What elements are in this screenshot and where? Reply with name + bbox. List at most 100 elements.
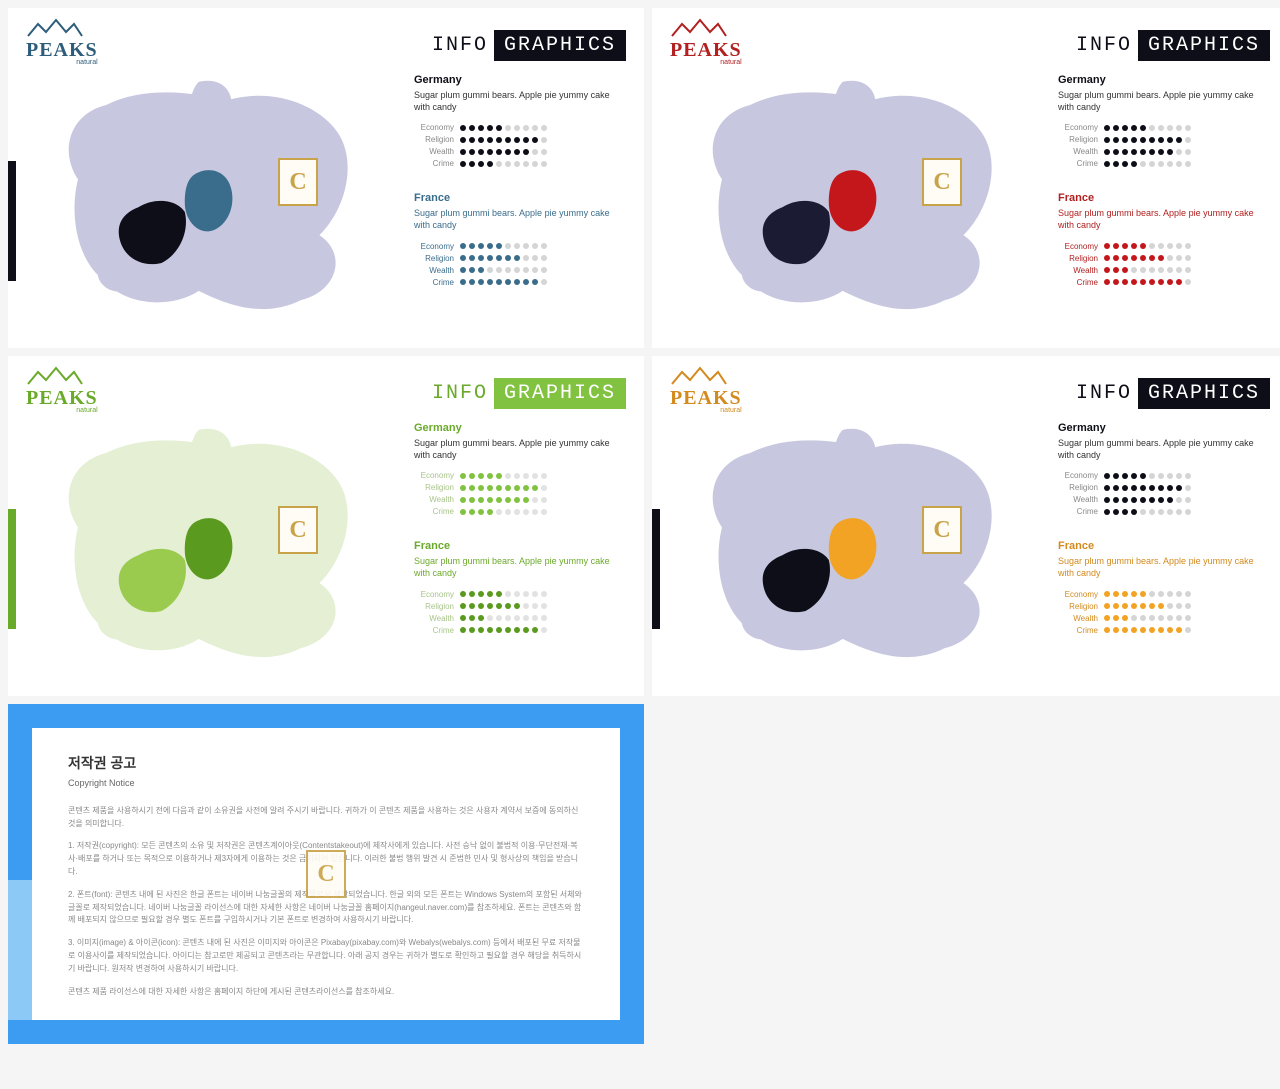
title-info: INFO: [1076, 378, 1138, 409]
rating-dot: [1140, 627, 1146, 633]
rating-dot: [1167, 627, 1173, 633]
rating-dot: [541, 497, 547, 503]
rating-dot: [478, 473, 484, 479]
rating-dot: [1131, 485, 1137, 491]
rating-dot: [460, 125, 466, 131]
rating-dot: [541, 591, 547, 597]
rating-label: Religion: [414, 483, 460, 492]
rating-dot: [1113, 137, 1119, 143]
rating-dot: [487, 603, 493, 609]
rating-dot: [1167, 473, 1173, 479]
accent-bar: [652, 509, 660, 629]
rating-dot: [478, 627, 484, 633]
rating-dot: [496, 243, 502, 249]
copyright-paragraph: 콘텐츠 제품 라이선스에 대한 자세한 사항은 홈페이지 하단에 게시된 콘텐츠…: [68, 986, 584, 999]
rating-dot: [487, 125, 493, 131]
rating-dot: [1185, 627, 1191, 633]
rating-dots: [460, 255, 547, 261]
country-block-germany: Germany Sugar plum gummi bears. Apple pi…: [414, 74, 624, 168]
rating-row: Crime: [414, 626, 624, 635]
rating-row: Economy: [414, 242, 624, 251]
rating-dot: [514, 267, 520, 273]
title-info: INFO: [1076, 30, 1138, 61]
rating-dot: [1140, 255, 1146, 261]
rating-label: Religion: [1058, 135, 1104, 144]
copyright-paragraph: 콘텐츠 제품을 사용하시기 전에 다음과 같이 소유권을 사전에 알려 주시기 …: [68, 805, 584, 831]
rating-label: Wealth: [1058, 495, 1104, 504]
rating-label: Wealth: [414, 495, 460, 504]
title-graphics: GRAPHICS: [494, 30, 626, 61]
rating-dots: [460, 603, 547, 609]
infographic-slide: PEAKS natural INFO GRAPHICS C Germany Su…: [652, 8, 1280, 348]
rating-dot: [1104, 615, 1110, 621]
rating-dot: [460, 149, 466, 155]
rating-dot: [469, 279, 475, 285]
rating-label: Crime: [1058, 626, 1104, 635]
rating-dot: [514, 149, 520, 155]
rating-dot: [1185, 615, 1191, 621]
country-block-france: France Sugar plum gummi bears. Apple pie…: [1058, 192, 1268, 286]
rating-dot: [1158, 509, 1164, 515]
country-name: Germany: [414, 74, 624, 86]
rating-dot: [1158, 591, 1164, 597]
country-block-germany: Germany Sugar plum gummi bears. Apple pi…: [1058, 422, 1268, 516]
rating-dot: [1122, 279, 1128, 285]
rating-dot: [469, 267, 475, 273]
rating-dot: [1122, 125, 1128, 131]
rating-dot: [1104, 243, 1110, 249]
rating-dots: [1104, 591, 1191, 597]
rating-dot: [505, 473, 511, 479]
rating-dot: [1140, 267, 1146, 273]
rating-dots: [1104, 161, 1191, 167]
title-graphics: GRAPHICS: [1138, 30, 1270, 61]
rating-dot: [1113, 267, 1119, 273]
title-info: INFO: [432, 30, 494, 61]
rating-dot: [1131, 603, 1137, 609]
rating-label: Crime: [414, 626, 460, 635]
rating-dot: [541, 267, 547, 273]
rating-dot: [1158, 255, 1164, 261]
country-block-germany: Germany Sugar plum gummi bears. Apple pi…: [1058, 74, 1268, 168]
rating-dot: [523, 485, 529, 491]
country-desc: Sugar plum gummi bears. Apple pie yummy …: [414, 556, 624, 579]
rating-dot: [469, 243, 475, 249]
rating-dot: [505, 509, 511, 515]
rating-dots: [1104, 267, 1191, 273]
rating-dot: [478, 279, 484, 285]
rating-dot: [505, 615, 511, 621]
rating-dot: [1104, 627, 1110, 633]
infographic-slide: PEAKS natural INFO GRAPHICS C Germany Su…: [8, 356, 644, 696]
logo: PEAKS natural: [670, 18, 742, 66]
rating-dot: [469, 149, 475, 155]
europe-map: [682, 68, 1022, 328]
watermark-badge: C: [278, 158, 318, 206]
watermark-badge: C: [922, 158, 962, 206]
country-desc: Sugar plum gummi bears. Apple pie yummy …: [414, 438, 624, 461]
rating-dot: [1122, 137, 1128, 143]
rating-dots: [460, 137, 547, 143]
rating-dot: [1131, 591, 1137, 597]
rating-dot: [478, 149, 484, 155]
rating-dot: [487, 627, 493, 633]
rating-dot: [1176, 473, 1182, 479]
rating-dot: [469, 137, 475, 143]
copyright-subtitle: Copyright Notice: [68, 776, 584, 790]
rating-dot: [1167, 509, 1173, 515]
rating-row: Wealth: [1058, 495, 1268, 504]
rating-dot: [1122, 509, 1128, 515]
rating-dot: [487, 473, 493, 479]
rating-dot: [505, 279, 511, 285]
rating-dot: [1158, 615, 1164, 621]
rating-dot: [469, 603, 475, 609]
rating-dot: [1140, 137, 1146, 143]
rating-dot: [1104, 137, 1110, 143]
rating-row: Religion: [414, 602, 624, 611]
rating-dot: [1131, 279, 1137, 285]
slide-title: INFO GRAPHICS: [432, 378, 626, 409]
rating-dot: [496, 149, 502, 155]
country-name: France: [1058, 540, 1268, 552]
rating-dot: [460, 603, 466, 609]
rating-dot: [1113, 603, 1119, 609]
rating-row: Wealth: [1058, 614, 1268, 623]
rating-dot: [1149, 485, 1155, 491]
